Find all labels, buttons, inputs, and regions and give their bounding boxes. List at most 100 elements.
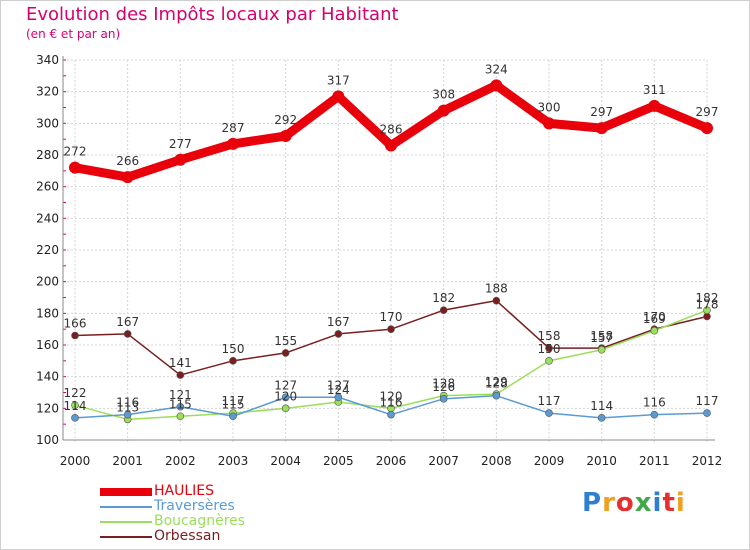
proxiti-logo: Proxiti [582,488,686,518]
legend-label: Boucagnères [154,513,246,529]
data-point-boucagneres [176,412,185,421]
data-label-orbessan: 166 [64,317,87,331]
data-point-haulies [437,104,450,117]
data-point-traverseres [650,410,659,419]
x-tick-label: 2001 [112,454,143,468]
x-tick-label: 2002 [165,454,196,468]
y-tick-label: 260 [36,180,59,194]
legend-label: Traversères [154,498,235,514]
data-point-haulies [543,117,555,130]
y-tick-label: 100 [36,433,59,447]
x-tick-label: 2012 [692,454,723,468]
y-tick-label: 160 [36,338,59,352]
data-point-traverseres [387,410,395,419]
data-point-traverseres [597,414,606,422]
data-point-orbessan [703,312,711,321]
chart-subtitle: (en € et par an) [26,27,121,41]
data-point-orbessan [439,306,448,314]
data-label-traverseres: 114 [64,399,87,413]
data-label-traverseres: 115 [222,397,245,411]
data-label-haulies: 311 [643,83,666,97]
y-tick-label: 120 [36,401,59,415]
x-tick-label: 2009 [534,454,565,468]
x-tick-label: 2000 [60,454,91,468]
data-label-orbessan: 155 [274,334,297,348]
x-tick-label: 2008 [481,454,512,468]
legend-label: Orbessan [154,528,221,544]
data-label-boucagneres: 117 [222,394,245,408]
data-point-orbessan [229,357,237,365]
data-label-traverseres: 128 [485,377,508,391]
axes: 100 120 140 160 180 200 220 240 260 280 300 320 340 2… [36,53,722,468]
legend-swatch [100,488,152,496]
x-tick-label: 2005 [323,454,354,468]
y-tick-label: 340 [36,53,59,67]
data-point-boucagneres [597,345,606,354]
x-tick-label: 2004 [270,454,301,468]
data-point-haulies [227,137,239,150]
legend-swatch [100,536,152,538]
data-point-orbessan [176,371,185,379]
x-tick-label: 2003 [218,454,249,468]
data-label-orbessan: 167 [116,315,139,329]
data-label-traverseres: 121 [169,388,192,402]
data-label-haulies: 317 [327,73,350,87]
data-point-boucagneres [650,326,659,335]
y-tick-label: 180 [36,306,59,320]
y-tick-label: 220 [36,243,59,257]
data-label-traverseres: 114 [590,399,613,413]
data-label-orbessan: 150 [222,342,245,356]
data-point-haulies [69,161,81,174]
data-point-traverseres [492,391,501,400]
y-tick-label: 320 [36,85,59,99]
data-label-haulies: 277 [169,137,192,151]
data-label-traverseres: 127 [274,378,297,392]
data-label-boucagneres: 128 [432,377,455,391]
data-label-boucagneres: 124 [327,383,350,397]
data-label-orbessan: 170 [643,310,666,324]
y-tick-label: 280 [36,148,59,162]
data-point-haulies [701,122,713,135]
data-label-boucagneres: 122 [64,386,87,400]
data-label-haulies: 297 [696,105,719,119]
data-point-haulies [595,122,608,135]
data-label-traverseres: 116 [380,396,403,410]
data-point-haulies [121,171,134,184]
data-point-traverseres [545,409,553,417]
data-label-traverseres: 127 [327,378,350,392]
data-point-haulies [385,139,397,152]
data-label-boucagneres: 120 [274,389,297,403]
data-point-orbessan [71,331,79,340]
data-point-boucagneres [703,306,711,314]
data-label-haulies: 292 [274,113,297,127]
data-label-boucagneres: 157 [590,331,613,345]
data-label-boucagneres: 150 [538,342,561,356]
chart-title: Evolution des Impôts locaux par Habitant [26,4,399,25]
data-label-haulies: 286 [380,123,403,137]
data-label-boucagneres: 113 [116,400,139,414]
data-point-orbessan [387,325,395,333]
data-label-haulies: 308 [432,88,455,102]
data-label-traverseres: 117 [538,394,561,408]
data-point-orbessan [281,349,290,357]
data-point-traverseres [439,395,448,403]
data-label-traverseres: 116 [116,396,139,410]
data-point-haulies [648,99,661,112]
data-point-traverseres [334,393,343,402]
data-point-haulies [332,90,345,103]
data-point-traverseres [123,410,132,419]
data-label-haulies: 272 [64,145,87,159]
data-label-haulies: 300 [538,100,561,114]
data-point-boucagneres [71,401,79,409]
data-point-orbessan [334,330,343,338]
data-point-orbessan [123,330,132,338]
x-tick-label: 2010 [586,454,617,468]
data-label-traverseres: 117 [696,394,719,408]
data-point-traverseres [71,414,79,422]
data-label-boucagneres: 182 [696,291,719,305]
data-point-traverseres [229,412,237,421]
data-label-boucagneres: 115 [169,397,192,411]
x-tick-label: 2006 [376,454,407,468]
